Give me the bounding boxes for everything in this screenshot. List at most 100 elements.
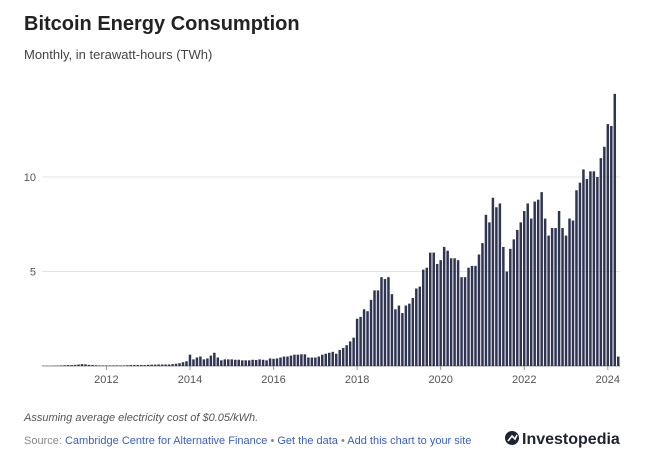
bar [160, 364, 164, 366]
bar [223, 359, 227, 366]
x-tick-label: 2012 [94, 374, 118, 386]
bar [380, 277, 383, 366]
bar [352, 337, 355, 366]
source-link[interactable]: Cambridge Centre for Alternative Finance [64, 435, 268, 447]
bar [146, 364, 150, 366]
bar [286, 356, 289, 366]
bar [390, 294, 394, 366]
y-tick-label: 5 [30, 267, 36, 279]
data-link[interactable]: Get the data [277, 435, 338, 447]
bar [202, 359, 206, 366]
bar [230, 359, 234, 366]
y-tick-label: 10 [24, 172, 36, 184]
bar [418, 286, 422, 366]
bar [387, 277, 390, 366]
bar [348, 341, 352, 366]
bar [422, 269, 425, 366]
bar [126, 365, 129, 366]
x-tick-label: 2014 [178, 374, 202, 386]
bar [303, 354, 307, 366]
bar [498, 203, 502, 366]
bar [73, 364, 77, 366]
embed-link[interactable]: Add this chart to your site [347, 435, 472, 447]
bar [279, 357, 282, 366]
bar [188, 354, 192, 366]
logo-icon [505, 431, 519, 445]
bar [460, 277, 463, 366]
bar [428, 252, 432, 366]
bar [606, 124, 610, 366]
bar [568, 218, 571, 366]
bar [216, 357, 220, 366]
bar [582, 169, 585, 366]
bar [98, 365, 101, 366]
logo-text: Investopedia [522, 431, 620, 448]
bar [610, 125, 613, 366]
bar [397, 305, 401, 366]
bar [153, 364, 157, 366]
bar [77, 364, 80, 366]
bar [557, 211, 561, 366]
bar [439, 260, 442, 366]
bar [533, 201, 536, 366]
bar [261, 359, 265, 366]
bar [310, 357, 314, 366]
bar [237, 359, 240, 366]
bar [80, 364, 84, 366]
bar [355, 318, 359, 366]
bar [523, 211, 526, 366]
bar [470, 265, 474, 366]
bar [105, 365, 108, 366]
bar [199, 356, 202, 366]
bar [108, 365, 112, 366]
bar [449, 258, 453, 366]
bar [220, 360, 223, 366]
bar [254, 359, 258, 366]
bar [596, 177, 599, 366]
bar [227, 359, 230, 366]
bar [613, 93, 617, 366]
logo: Investopedia [505, 431, 620, 448]
x-tick-label: 2020 [428, 374, 452, 386]
bar [411, 297, 415, 366]
bar [331, 351, 334, 366]
bar [209, 355, 213, 366]
bar [529, 218, 533, 366]
bar [383, 279, 387, 366]
bar [341, 348, 345, 366]
chart-subtitle: Monthly, in terawatt-hours (TWh) [24, 47, 212, 62]
bar [345, 345, 348, 366]
bar [317, 356, 321, 366]
bar [321, 354, 324, 366]
bar [481, 243, 484, 366]
bar [265, 360, 268, 366]
source-label: Source: [24, 435, 62, 447]
bar [174, 363, 178, 366]
bar [84, 364, 87, 366]
bar [87, 364, 91, 366]
bar [157, 364, 160, 366]
bar [115, 365, 119, 366]
bar [435, 263, 439, 366]
bar [561, 228, 564, 366]
bar [425, 267, 428, 366]
bar [112, 365, 115, 366]
separator: • [270, 435, 275, 447]
bar [334, 353, 338, 366]
bar [213, 352, 216, 366]
logo-icon-line [507, 434, 518, 442]
bar [150, 364, 153, 366]
bar [289, 355, 293, 366]
bar [296, 354, 300, 366]
bar [512, 239, 516, 366]
bar [575, 190, 578, 366]
x-tick-label: 2018 [345, 374, 369, 386]
bar [502, 246, 505, 366]
bar [484, 214, 488, 366]
bar [307, 357, 310, 366]
bar [477, 254, 481, 366]
bar [554, 228, 557, 366]
bar [526, 203, 529, 366]
